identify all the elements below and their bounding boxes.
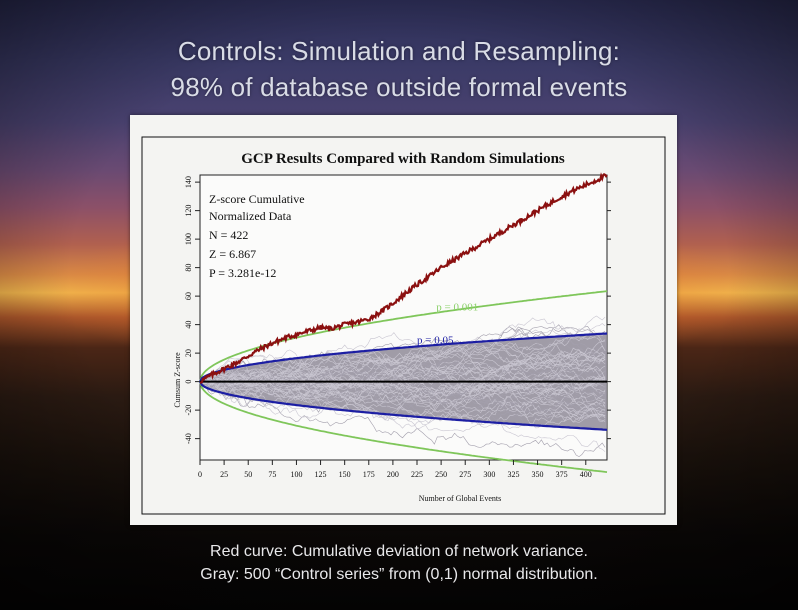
control-series-line xyxy=(199,366,606,412)
chart-frame xyxy=(141,136,666,515)
control-series-line xyxy=(199,368,606,407)
x-tick-label: 300 xyxy=(483,470,495,479)
caption-line1: Red curve: Cumulative deviation of netwo… xyxy=(210,543,588,560)
y-tick-label: 40 xyxy=(184,321,193,329)
control-series-line xyxy=(199,381,606,421)
control-series-line xyxy=(199,381,606,458)
y-tick-label: 0 xyxy=(184,380,193,384)
x-tick-label: 0 xyxy=(198,470,202,479)
p001-lower-envelope xyxy=(199,381,608,473)
x-tick-label: 50 xyxy=(244,470,252,479)
x-tick-label: 350 xyxy=(532,470,544,479)
x-axis-label: Number of Global Events xyxy=(419,494,501,503)
x-tick-label: 25 xyxy=(220,470,228,479)
control-series-line xyxy=(199,326,606,382)
control-series-line xyxy=(199,354,606,388)
p05-lower-envelope xyxy=(199,381,608,431)
p05-label: p = 0.05 xyxy=(417,334,454,346)
stats-line1: Z-score Cumulative xyxy=(209,192,305,206)
chart-title: GCP Results Compared with Random Simulat… xyxy=(241,151,565,167)
p001-label: p = 0.001 xyxy=(436,302,478,314)
x-tick-label: 225 xyxy=(411,470,423,479)
x-tick-label: 150 xyxy=(339,470,351,479)
plot-area: 0 25 50 75 100 125 150 175 200 225 250 275 300 325 350… xyxy=(184,172,611,479)
stats-line2: Normalized Data xyxy=(209,209,292,223)
y-tick-label: 100 xyxy=(184,233,193,245)
control-series-line xyxy=(199,341,606,383)
x-tick-label: 250 xyxy=(435,470,447,479)
control-series-line xyxy=(199,370,606,409)
x-tick-label: 100 xyxy=(290,470,302,479)
x-tick-label: 75 xyxy=(268,470,276,479)
x-tick-label: 400 xyxy=(580,470,592,479)
control-series-line xyxy=(199,380,606,413)
y-tick-label: -40 xyxy=(184,433,193,444)
control-series-line xyxy=(199,353,606,391)
control-series-line xyxy=(199,377,606,429)
control-series-line xyxy=(199,329,606,382)
control-series-line xyxy=(199,358,606,387)
slide-title-line2: 98% of database outside formal events xyxy=(170,72,628,102)
control-series-line xyxy=(199,327,606,384)
stats-p: P = 3.281e-12 xyxy=(209,266,276,280)
y-tick-label: 60 xyxy=(184,292,193,300)
x-tick-label: 275 xyxy=(459,470,471,479)
control-series-line xyxy=(199,380,606,429)
x-tick-label: 200 xyxy=(387,470,399,479)
control-series-line xyxy=(199,376,606,413)
control-series-line xyxy=(199,338,606,390)
chart-panel: GCP Results Compared with Random Simulat… xyxy=(130,115,677,525)
y-tick-label: 80 xyxy=(184,264,193,272)
y-tick-label: 140 xyxy=(184,176,193,188)
x-tick-label: 325 xyxy=(507,470,519,479)
control-series-line xyxy=(199,350,606,385)
observed-series-line xyxy=(199,172,608,384)
x-tick-label: 175 xyxy=(363,470,375,479)
stats-z: Z = 6.867 xyxy=(209,247,256,261)
control-series-line xyxy=(199,380,606,421)
chart: GCP Results Compared with Random Simulat… xyxy=(141,136,666,515)
slide-title-line1: Controls: Simulation and Resampling: xyxy=(177,36,621,66)
y-tick-label: 120 xyxy=(184,205,193,217)
p05-upper-envelope xyxy=(199,332,608,383)
y-tick-label: 20 xyxy=(184,349,193,357)
x-tick-label: 375 xyxy=(556,470,568,479)
x-tick-label: 125 xyxy=(315,470,327,479)
control-series-line xyxy=(199,381,606,432)
y-axis-label: Cumsum Z-score xyxy=(173,352,182,408)
control-series-line xyxy=(199,359,606,390)
caption-line2: Gray: 500 “Control series” from (0,1) no… xyxy=(200,566,598,583)
stats-n: N = 422 xyxy=(209,228,248,242)
control-series-line xyxy=(199,367,606,402)
stats-box: Z-score Cumulative Normalized Data N = 4… xyxy=(209,192,305,280)
y-tick-label: -20 xyxy=(184,405,193,416)
control-series-line xyxy=(199,317,606,383)
